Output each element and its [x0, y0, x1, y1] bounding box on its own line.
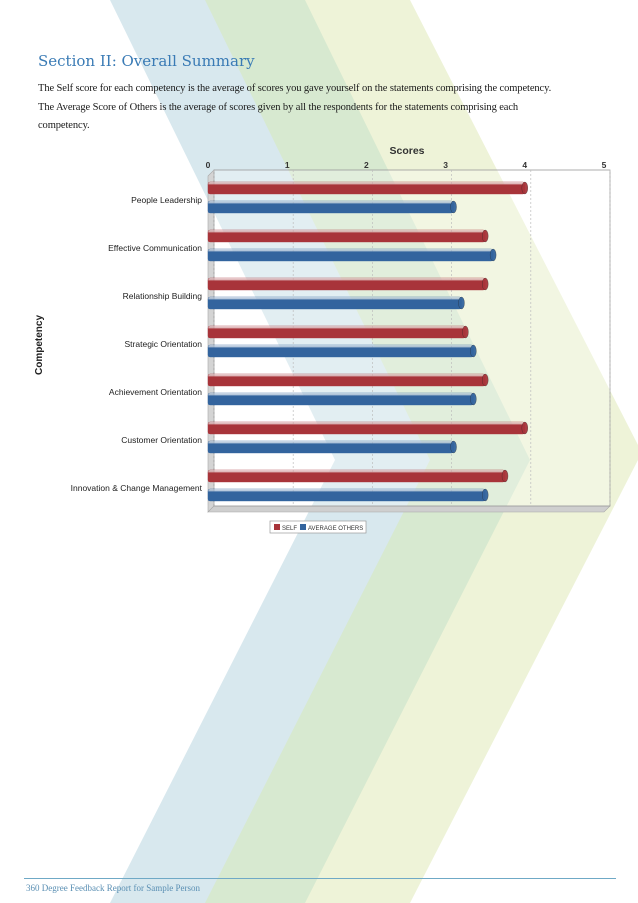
bar-end-cap: [482, 373, 489, 387]
bar-self: [207, 229, 486, 243]
bar-average-others: [207, 392, 474, 406]
bar-end-cap: [450, 440, 457, 454]
x-tick-label: 5: [602, 160, 607, 170]
category-label: People Leadership: [131, 195, 202, 205]
footer-text: 360 Degree Feedback Report for Sample Pe…: [26, 883, 200, 893]
x-tick-label: 0: [206, 160, 211, 170]
bar-end-cap: [470, 344, 477, 358]
bar-end-cap: [501, 469, 509, 483]
category-label: Customer Orientation: [121, 435, 202, 445]
bar-self: [207, 325, 466, 339]
bar-average-others: [207, 440, 454, 454]
category-label: Achievement Orientation: [109, 387, 202, 397]
legend-label-self: SELF: [282, 526, 297, 532]
bar-end-cap: [470, 392, 477, 406]
bar-end-cap: [521, 421, 528, 435]
bar-self: [207, 181, 525, 195]
bar-self: [207, 373, 486, 387]
bar-end-cap: [489, 248, 497, 262]
legend-box: [269, 520, 367, 534]
x-tick-label: 3: [443, 160, 448, 170]
bar-average-others: [207, 200, 454, 214]
section-title: Section II: Overall Summary: [38, 52, 255, 70]
legend-swatch-self: [274, 524, 280, 530]
scores-bar-chart: Scores Competency 0 1 2 3 4 5 People Leadershi…: [34, 145, 611, 534]
bar-end-cap: [482, 488, 489, 502]
band-yellow: [305, 0, 638, 903]
chart-legend: SELF AVERAGE OTHERS: [269, 520, 367, 534]
category-label: Effective Communication: [108, 243, 202, 253]
x-tick-label: 1: [285, 160, 290, 170]
band-green: [205, 0, 545, 903]
bar-end-cap: [450, 200, 457, 214]
bar-end-cap: [482, 277, 489, 291]
footer-divider: [24, 878, 616, 879]
category-label: Strategic Orientation: [125, 339, 203, 349]
plot-side-wall: [207, 169, 215, 513]
category-label: Innovation & Change Management: [71, 483, 203, 493]
bar-average-others: [207, 488, 486, 502]
bar-average-others: [207, 296, 462, 310]
bar-average-others: [207, 248, 494, 262]
y-axis-label: Competency: [34, 315, 45, 375]
chart-title: Scores: [389, 145, 424, 157]
legend-label-others: AVERAGE OTHERS: [308, 526, 363, 532]
plot-floor: [207, 505, 611, 513]
bar-self: [207, 469, 506, 483]
x-tick-label: 2: [364, 160, 369, 170]
bar-self: [207, 277, 486, 291]
legend-swatch-others: [300, 524, 306, 530]
category-label: Relationship Building: [123, 291, 203, 301]
bar-end-cap: [458, 296, 465, 310]
bar-end-cap: [462, 325, 469, 339]
plot-area: 0 1 2 3 4 5 People Leadership Effective Communi…: [71, 160, 611, 534]
section-description: The Self score for each competency is th…: [38, 83, 552, 131]
bar-end-cap: [521, 181, 528, 195]
x-tick-label: 4: [522, 160, 527, 170]
bar-self: [207, 421, 525, 435]
bar-end-cap: [482, 229, 489, 243]
bar-average-others: [207, 344, 474, 358]
